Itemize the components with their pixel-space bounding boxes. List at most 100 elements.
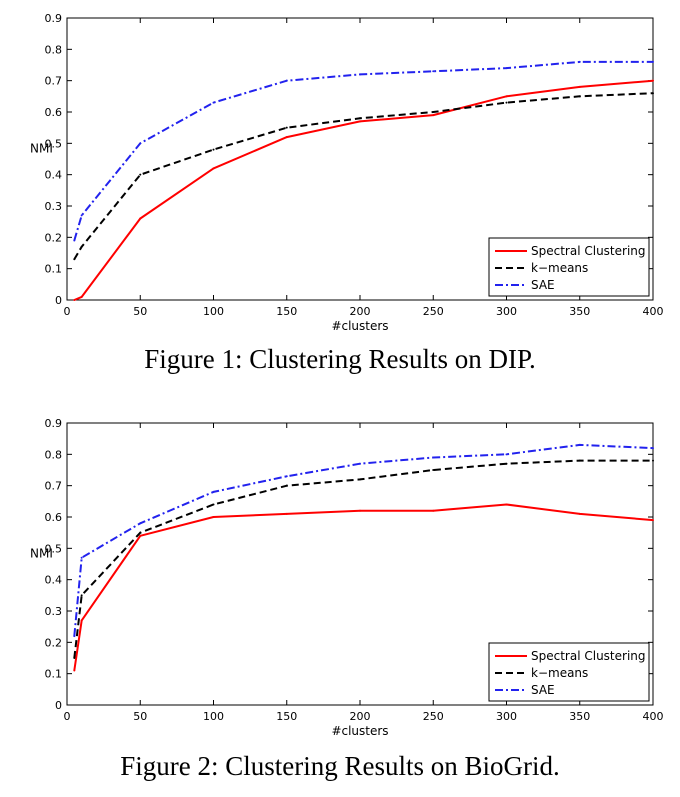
series-1-point xyxy=(432,111,435,113)
series-1-point xyxy=(285,484,288,487)
series-0-point xyxy=(652,79,654,82)
series-0-point xyxy=(432,114,435,117)
series-1-point xyxy=(505,101,508,104)
chart-2: 0 0.1 0.2 0.3 0.4 0.5 0.6 0.7 0.8 0.9 0 50 100 150 200… xyxy=(30,417,664,738)
series-0-point xyxy=(80,619,83,622)
y-axis-label: NMI xyxy=(30,142,53,156)
series-line-0 xyxy=(73,79,654,301)
series-1-point xyxy=(73,258,76,261)
series-0-point xyxy=(285,136,288,139)
series-1-point xyxy=(505,462,508,465)
y-tick-label: 0.9 xyxy=(45,417,63,430)
x-axis-label: #clusters xyxy=(331,319,388,333)
y-tick-label: 0.9 xyxy=(45,12,63,25)
series-2-point xyxy=(285,475,288,478)
series-2-point xyxy=(212,490,215,493)
y-tick-label: 0.4 xyxy=(45,169,63,182)
series-1-point xyxy=(139,531,142,534)
y-tick-label: 0.8 xyxy=(45,448,63,461)
series-0-point xyxy=(432,509,435,512)
series-1-point xyxy=(285,126,288,129)
series-1-point xyxy=(139,173,142,176)
series-2-point xyxy=(73,239,76,242)
y-tick-label: 0.7 xyxy=(45,75,63,88)
series-1-point xyxy=(212,148,215,151)
series-1-point xyxy=(359,478,361,481)
x-tick-label: 300 xyxy=(496,710,517,723)
series-1-point xyxy=(578,459,581,462)
series-2-point xyxy=(432,456,435,459)
x-tick-label: 400 xyxy=(643,710,664,723)
y-tick-label: 0.7 xyxy=(45,480,63,493)
series-1-point xyxy=(80,245,83,248)
x-tick-label: 150 xyxy=(276,305,297,318)
series-0-point xyxy=(212,516,215,518)
y-tick-label: 0.5 xyxy=(45,542,63,555)
x-tick-label: 50 xyxy=(133,710,147,723)
series-2-point xyxy=(432,70,435,73)
x-tick-label: 100 xyxy=(203,710,224,723)
y-tick-label: 0.8 xyxy=(45,43,63,56)
x-tick-label: 350 xyxy=(569,710,590,723)
y-tick-label: 0.3 xyxy=(45,605,63,618)
series-1-point xyxy=(652,92,654,95)
series-2-point xyxy=(212,101,215,104)
series-line-1 xyxy=(73,459,653,659)
figure-1: 0 0.1 0.2 0.3 0.4 0.5 0.6 0.7 0.8 0.9 0 50 100 150 200… xyxy=(0,0,680,390)
x-tick-label: 50 xyxy=(133,305,147,318)
series-line-2 xyxy=(73,60,653,241)
x-axis-label: #clusters xyxy=(331,724,388,738)
series-0-point xyxy=(578,85,581,88)
series-2-point xyxy=(578,443,581,446)
legend: Spectral Clustering k−means SAE xyxy=(488,642,650,702)
series-1-point xyxy=(652,459,654,462)
series-2-point xyxy=(505,67,508,70)
legend: Spectral Clustering k−means SAE xyxy=(488,237,650,297)
series-line-1 xyxy=(73,92,654,260)
legend-label-1: k−means xyxy=(531,261,588,275)
series-2-point xyxy=(73,635,76,638)
y-tick-label: 0.2 xyxy=(45,231,63,244)
figure-2-caption: Figure 2: Clustering Results on BioGrid. xyxy=(120,751,560,781)
series-1-point xyxy=(80,594,83,597)
series-1-point xyxy=(359,117,361,120)
series-0-point xyxy=(578,512,581,515)
series-line-0 xyxy=(73,503,654,671)
y-tick-label: 0 xyxy=(55,294,62,307)
y-tick-label: 0.3 xyxy=(45,200,63,213)
series-2-point xyxy=(652,60,654,63)
legend-box xyxy=(488,642,650,702)
legend-label-1: k−means xyxy=(531,666,588,680)
series-line-2 xyxy=(73,443,654,637)
series-0-point xyxy=(80,295,83,298)
x-tick-label: 100 xyxy=(203,305,224,318)
x-tick-label: 200 xyxy=(350,710,371,723)
y-tick-label: 0.1 xyxy=(45,668,63,681)
y-tick-label: 0.2 xyxy=(45,636,63,649)
series-0-point xyxy=(505,95,508,98)
y-tick-label: 0.5 xyxy=(45,137,63,150)
y-tick-label: 0.4 xyxy=(45,574,63,587)
series-0-point xyxy=(359,509,361,512)
x-tick-label: 250 xyxy=(423,305,444,318)
series-2-point xyxy=(652,447,654,450)
y-tick-label: 0.6 xyxy=(45,511,63,524)
figure-2: 0 0.1 0.2 0.3 0.4 0.5 0.6 0.7 0.8 0.9 0 50 100 150 200… xyxy=(0,405,680,797)
series-1-point xyxy=(578,95,581,98)
series-0-point xyxy=(139,217,142,220)
legend-label-0: Spectral Clustering xyxy=(531,649,646,663)
legend-box xyxy=(488,237,650,297)
series-2-point xyxy=(578,60,581,63)
series-2-point xyxy=(505,453,508,456)
x-tick-label: 300 xyxy=(496,305,517,318)
legend-label-2: SAE xyxy=(531,683,555,697)
x-tick-label: 200 xyxy=(350,305,371,318)
series-1-point xyxy=(212,503,215,506)
x-tick-label: 150 xyxy=(276,710,297,723)
x-tick-label: 250 xyxy=(423,710,444,723)
x-tick-label: 0 xyxy=(64,710,71,723)
series-0-point xyxy=(212,167,215,170)
series-0-point xyxy=(359,120,361,123)
series-2-point xyxy=(139,142,142,145)
series-2-point xyxy=(80,556,83,559)
